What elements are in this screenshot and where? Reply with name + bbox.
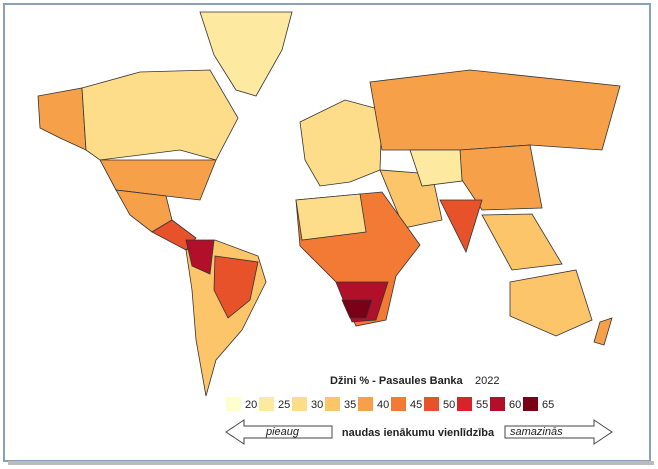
legend-label: 40 (377, 399, 389, 411)
legend-label: 25 (278, 399, 290, 411)
legend-swatch (358, 397, 373, 411)
frame-shadow (8, 461, 654, 465)
legend-label: 55 (476, 399, 488, 411)
legend-swatch (226, 397, 241, 411)
scale-arrows (225, 419, 613, 445)
legend-label: 35 (344, 399, 356, 411)
legend-label: 45 (410, 399, 422, 411)
legend-label: 50 (443, 399, 455, 411)
legend-swatch (259, 397, 274, 411)
legend-swatch (325, 397, 340, 411)
legend: 20 25 30 35 40 45 50 55 60 65 (226, 397, 554, 411)
legend-swatch (292, 397, 307, 411)
legend-swatch (391, 397, 406, 411)
legend-swatch (523, 397, 538, 411)
legend-label: 30 (311, 399, 323, 411)
legend-swatch (457, 397, 472, 411)
scale-caption: naudas ienākumu vienlīdzība (342, 427, 495, 439)
world-map (37, 11, 621, 397)
legend-label: 60 (509, 399, 521, 411)
left-arrow-label: pieaug (265, 426, 300, 438)
legend-swatch (490, 397, 505, 411)
right-arrow-label: samazinās (510, 426, 563, 438)
legend-swatch (424, 397, 439, 411)
legend-title: Džini % - Pasaules Banka (330, 375, 464, 387)
legend-label: 20 (245, 399, 257, 411)
legend-year: 2022 (475, 375, 499, 387)
legend-label: 65 (542, 399, 554, 411)
